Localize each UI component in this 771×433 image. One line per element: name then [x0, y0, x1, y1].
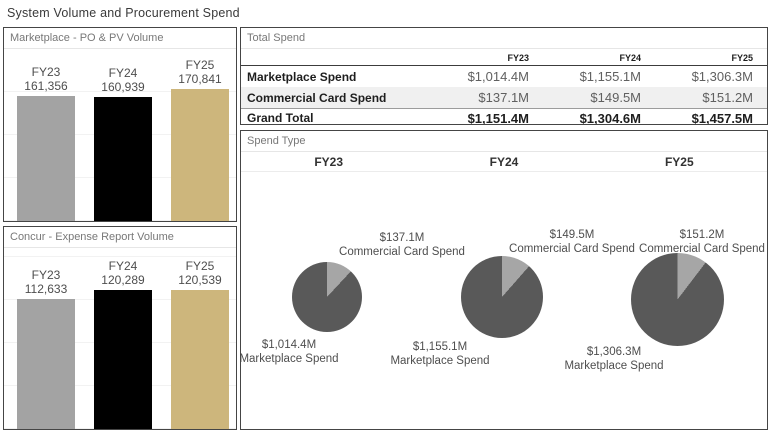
bar-column-fy24: FY24 120,289: [94, 259, 152, 429]
cell-fy25[interactable]: $1,306.3M: [691, 69, 753, 84]
bar-value-label: 112,633: [24, 281, 68, 296]
panel-po-pv-volume: Marketplace - PO & PV Volume FY23 161,35…: [3, 27, 237, 222]
total-spend-panel-title: Total Spend: [241, 28, 767, 49]
bar-fy24[interactable]: [94, 97, 152, 221]
bar-fy23[interactable]: [17, 96, 75, 221]
panel-total-spend: Total Spend FY23 FY24 FY25 Marketplace S…: [240, 27, 768, 125]
table-row-grand-total[interactable]: Grand Total $1,151.4M $1,304.6M $1,457.5…: [241, 108, 767, 125]
bar-column-fy24: FY24 160,939: [94, 66, 152, 221]
cell-fy24[interactable]: $149.5M: [590, 90, 641, 105]
bar-fy24[interactable]: [94, 290, 152, 429]
commercial-card-label-fy25: $151.2M Commercial Card Spend: [639, 229, 765, 256]
bar-column-fy25: FY25 120,539: [171, 259, 229, 429]
bar-column-fy23: FY23 161,356: [17, 65, 75, 221]
row-label[interactable]: Marketplace Spend: [247, 69, 357, 84]
panel-spend-type: Spend Type FY23 FY24 FY25 $137.1M Commer…: [240, 130, 768, 430]
po-pv-bar-chart: FY23 161,356 FY24 160,939 FY25 170,841: [4, 49, 236, 221]
pie-column-fy24: $149.5M Commercial Card Spend $1,155.1M …: [390, 172, 635, 428]
bar-category-label: FY25: [185, 57, 215, 72]
table-header-fy23[interactable]: FY23: [507, 53, 529, 63]
bar-value-label: 120,289: [101, 272, 145, 287]
commercial-card-label-fy24: $149.5M Commercial Card Spend: [509, 229, 635, 256]
bar-category-label: FY23: [31, 64, 61, 79]
table-header-fy25[interactable]: FY25: [731, 53, 753, 63]
bar-fy23[interactable]: [17, 299, 75, 429]
pie-fy25[interactable]: [631, 253, 724, 346]
bar-category-label: FY24: [108, 65, 138, 80]
bar-fy25[interactable]: [171, 290, 229, 429]
pie-fy24[interactable]: [461, 256, 543, 338]
dashboard-title: System Volume and Procurement Spend: [7, 6, 240, 20]
bar-value-label: 161,356: [24, 78, 68, 93]
pie-column-fy25: $151.2M Commercial Card Spend $1,306.3M …: [564, 172, 767, 428]
po-pv-panel-title: Marketplace - PO & PV Volume: [4, 28, 236, 49]
cell-fy25[interactable]: $151.2M: [702, 90, 753, 105]
marketplace-label-fy25: $1,306.3M Marketplace Spend: [564, 346, 664, 373]
concur-bar-chart: FY23 112,633 FY24 120,289 FY25 120,539: [4, 248, 236, 429]
bar-fy25[interactable]: [171, 89, 229, 221]
table-header-fy24[interactable]: FY24: [619, 53, 641, 63]
cell-fy24[interactable]: $1,304.6M: [579, 110, 641, 125]
row-label[interactable]: Commercial Card Spend: [247, 90, 387, 105]
cell-fy23[interactable]: $1,151.4M: [467, 110, 529, 125]
pie-column-header-fy23[interactable]: FY23: [314, 155, 343, 169]
row-label[interactable]: Grand Total: [247, 111, 314, 125]
panel-concur-volume: Concur - Expense Report Volume FY23 112,…: [3, 226, 237, 430]
pie-column-header-fy25[interactable]: FY25: [664, 155, 694, 169]
bar-value-label: 120,539: [178, 272, 222, 287]
table-header-row: FY23 FY24 FY25: [241, 49, 767, 66]
bar-column-fy23: FY23 112,633: [17, 268, 75, 429]
bar-value-label: 170,841: [178, 71, 222, 86]
bar-column-fy25: FY25 170,841: [171, 58, 229, 221]
bar-category-label: FY23: [31, 267, 61, 282]
marketplace-label-fy24: $1,155.1M Marketplace Spend: [390, 341, 490, 368]
cell-fy25[interactable]: $1,457.5M: [691, 110, 753, 125]
pie-column-fy23: $137.1M Commercial Card Spend $1,014.4M …: [240, 172, 465, 428]
table-row-commercial-card-spend[interactable]: Commercial Card Spend $137.1M $149.5M $1…: [241, 87, 767, 108]
pie-column-header-fy24[interactable]: FY24: [489, 155, 519, 169]
pie-fy23[interactable]: [292, 262, 362, 332]
concur-panel-title: Concur - Expense Report Volume: [4, 227, 236, 248]
pie-body: $137.1M Commercial Card Spend $1,014.4M …: [241, 172, 767, 428]
commercial-card-label-fy23: $137.1M Commercial Card Spend: [339, 232, 465, 259]
marketplace-label-fy23: $1,014.4M Marketplace Spend: [240, 339, 339, 366]
pie-header-row: FY23 FY24 FY25: [241, 152, 767, 172]
cell-fy24[interactable]: $1,155.1M: [579, 69, 641, 84]
spend-type-panel-title: Spend Type: [241, 131, 767, 152]
bar-category-label: FY25: [185, 258, 215, 273]
table-row-marketplace-spend[interactable]: Marketplace Spend $1,014.4M $1,155.1M $1…: [241, 66, 767, 87]
cell-fy23[interactable]: $137.1M: [478, 90, 529, 105]
bar-value-label: 160,939: [101, 79, 145, 94]
bar-category-label: FY24: [108, 258, 138, 273]
cell-fy23[interactable]: $1,014.4M: [467, 69, 529, 84]
